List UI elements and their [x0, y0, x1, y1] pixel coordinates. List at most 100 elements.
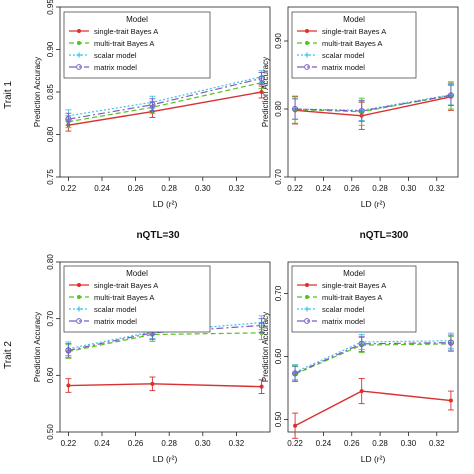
legend: Model single-trait Bayes A multi-trait Bay…: [63, 11, 211, 79]
data-point: [291, 370, 299, 377]
legend-swatch-marker: [77, 29, 81, 33]
data-point: [259, 90, 264, 94]
legend-swatch-marker: [77, 295, 81, 299]
x-tick-label: 0.30: [401, 439, 417, 448]
x-tick-label: 0.22: [287, 439, 303, 448]
x-tick-label: 0.32: [429, 184, 445, 193]
data-point: [259, 384, 264, 389]
legend-entry-scalar-model: scalar model: [322, 305, 365, 314]
y-tick-label: 0.50: [274, 411, 283, 427]
x-axis-label: LD (r²): [153, 454, 178, 464]
legend-swatch-marker: [304, 64, 310, 70]
data-point: [293, 423, 298, 428]
y-tick-label: 0.90: [46, 41, 55, 57]
data-point: [258, 322, 265, 329]
legend-entry-single-trait-bayes-a: single-trait Bayes A: [322, 27, 386, 36]
y-tick-label: 0.70: [274, 285, 283, 301]
series-matrix-model: [291, 334, 455, 382]
data-point: [447, 339, 455, 346]
legend-swatch-marker: [304, 318, 310, 324]
series-matrix-model: [65, 318, 265, 358]
y-axis-label: Prediction Accuracy: [261, 57, 270, 127]
legend-entry-matrix-model: matrix model: [94, 317, 137, 326]
x-tick-label: 0.22: [61, 184, 77, 193]
legend: Model single-trait Bayes A multi-trait Bay…: [291, 11, 417, 79]
legend-title: Model: [126, 15, 148, 24]
data-point: [150, 381, 155, 386]
chart-panel-top-right: 0.22 0.24 0.26 0.28 0.30 0.32 0.70 0.80 0.90 LD (…: [261, 6, 459, 209]
data-point: [65, 116, 72, 123]
legend-swatch-marker: [305, 295, 309, 299]
x-tick-label: 0.26: [344, 184, 360, 193]
y-tick-label: 0.95: [46, 0, 55, 15]
x-tick-label: 0.24: [94, 439, 110, 448]
x-tick-label: 0.24: [316, 184, 332, 193]
plot-frame: [287, 261, 459, 433]
legend: Model single-trait Bayes A multi-trait Bay…: [291, 265, 417, 333]
legend-title: Model: [343, 15, 365, 24]
legend-entry-multi-trait-bayes-a: multi-trait Bayes A: [322, 293, 382, 302]
legend-entry-scalar-model: scalar model: [94, 305, 137, 314]
legend-swatch-marker: [305, 283, 309, 287]
legend-swatch-marker: [77, 41, 81, 45]
y-tick-label: 0.85: [46, 84, 55, 100]
chart-panel-top-left: 0.22 0.24 0.26 0.28 0.30 0.32 0.75 0.80 0.85 0.90…: [33, 0, 271, 209]
y-axis-label: Prediction Accuracy: [261, 312, 270, 382]
series-single-trait-bayes-a: [292, 378, 454, 439]
y-tick-label: 0.90: [274, 33, 283, 49]
legend-entry-single-trait-bayes-a: single-trait Bayes A: [94, 281, 158, 290]
y-tick-label: 0.60: [46, 367, 55, 383]
row-label-trait-1: Trait 1: [3, 81, 14, 109]
y-axis-label: Prediction Accuracy: [33, 57, 42, 127]
x-tick-label: 0.28: [372, 439, 388, 448]
data-point: [65, 347, 72, 354]
data-point: [291, 105, 299, 113]
legend-entry-single-trait-bayes-a: single-trait Bayes A: [94, 27, 158, 36]
series-line: [68, 82, 262, 123]
y-tick-label: 0.80: [274, 101, 283, 117]
data-point: [358, 340, 365, 347]
legend-entry-matrix-model: matrix model: [94, 63, 137, 72]
chart-panel-bottom-right: 0.22 0.24 0.26 0.28 0.30 0.32 0.50 0.60 0.70 LD (…: [261, 261, 459, 464]
legend-entry-matrix-model: matrix model: [322, 317, 365, 326]
x-tick-label: 0.30: [195, 184, 211, 193]
data-point: [359, 389, 364, 394]
y-tick-label: 0.50: [46, 424, 55, 440]
data-point: [258, 75, 265, 82]
legend-entry-scalar-model: scalar model: [94, 51, 137, 60]
x-tick-label: 0.30: [401, 184, 417, 193]
legend-swatch-marker: [76, 64, 82, 70]
x-tick-label: 0.28: [161, 184, 177, 193]
x-tick-label: 0.28: [372, 184, 388, 193]
x-tick-label: 0.24: [94, 184, 110, 193]
series-line: [68, 332, 262, 353]
x-tick-label: 0.30: [195, 439, 211, 448]
x-tick-label: 0.24: [316, 439, 332, 448]
legend-swatch-marker: [76, 52, 82, 58]
x-axis-label: LD (r²): [153, 199, 178, 209]
legend-swatch-marker: [77, 283, 81, 287]
x-tick-label: 0.26: [128, 439, 144, 448]
series-single-trait-bayes-a: [65, 376, 265, 394]
x-tick-label: 0.32: [229, 439, 245, 448]
x-tick-label: 0.28: [161, 439, 177, 448]
y-tick-label: 0.75: [46, 169, 55, 185]
legend-title: Model: [343, 269, 365, 278]
x-axis-label: LD (r²): [361, 199, 386, 209]
plot-frame: [59, 261, 271, 433]
x-axis-label: LD (r²): [361, 454, 386, 464]
y-tick-label: 0.70: [46, 310, 55, 326]
x-tick-label: 0.22: [287, 184, 303, 193]
section-title-nqtl-30: nQTL=30: [136, 230, 180, 241]
data-point: [259, 330, 264, 336]
x-tick-label: 0.32: [229, 184, 245, 193]
series-matrix-model: [291, 84, 455, 122]
legend-entry-matrix-model: matrix model: [322, 63, 365, 72]
x-tick-label: 0.26: [128, 184, 144, 193]
y-tick-label: 0.70: [274, 169, 283, 185]
plot-frame: [287, 6, 459, 178]
y-tick-label: 0.60: [274, 348, 283, 364]
x-tick-label: 0.22: [61, 439, 77, 448]
legend-title: Model: [126, 269, 148, 278]
